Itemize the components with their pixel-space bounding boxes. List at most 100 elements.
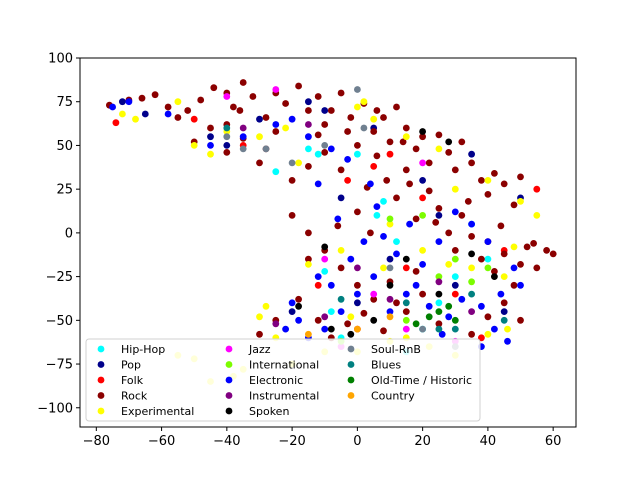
data-point (347, 114, 355, 121)
data-point (419, 128, 426, 135)
data-point (272, 128, 280, 135)
data-point (256, 159, 263, 167)
legend-marker (97, 345, 105, 353)
data-point (305, 330, 312, 338)
legend-label: International (249, 359, 319, 372)
data-point (321, 121, 329, 128)
data-point (119, 110, 126, 118)
data-point (314, 281, 322, 289)
legend-label: Folk (121, 374, 144, 387)
data-point (451, 316, 459, 324)
data-point (262, 114, 270, 121)
data-point (305, 163, 312, 170)
data-point (386, 220, 394, 228)
data-point (380, 264, 387, 272)
data-point (282, 325, 289, 333)
data-point (500, 316, 508, 324)
data-point (295, 295, 302, 303)
data-point (386, 264, 394, 272)
data-point (468, 159, 475, 167)
data-point (380, 327, 387, 335)
data-point (451, 208, 459, 216)
data-point (360, 309, 368, 317)
data-point (393, 250, 400, 258)
data-point (272, 320, 280, 328)
data-point (484, 191, 492, 198)
legend-marker (225, 376, 233, 384)
data-point (419, 261, 426, 268)
data-point (393, 103, 400, 111)
legend-marker (225, 345, 233, 353)
data-point (432, 219, 440, 226)
data-point (314, 180, 322, 188)
data-point (354, 208, 361, 216)
data-point (386, 215, 394, 223)
data-point (347, 255, 355, 263)
data-point (236, 107, 244, 114)
y-tick-label: 25 (56, 183, 73, 198)
data-point (380, 233, 387, 240)
data-point (435, 308, 443, 315)
data-point (386, 281, 394, 289)
data-point (344, 128, 351, 135)
data-point (425, 302, 433, 310)
data-point (327, 308, 335, 315)
legend-label: Pop (121, 359, 141, 372)
data-point (435, 320, 443, 328)
data-point (223, 149, 231, 156)
y-tick-label: −25 (46, 270, 73, 285)
data-point (402, 316, 410, 324)
data-point (478, 255, 485, 263)
data-point (491, 325, 498, 333)
data-point (491, 268, 498, 275)
series-spoken (295, 128, 498, 338)
data-point (344, 177, 351, 184)
data-point (484, 255, 492, 263)
data-point (373, 203, 381, 211)
data-point (256, 133, 263, 141)
data-point (412, 215, 420, 223)
data-point (207, 124, 214, 132)
data-point (458, 138, 466, 146)
data-point (445, 302, 453, 310)
data-point (305, 121, 312, 128)
data-point (207, 142, 214, 149)
data-point (288, 308, 296, 315)
data-point (380, 114, 387, 121)
data-point (314, 273, 322, 280)
data-point (321, 268, 329, 275)
data-point (435, 299, 443, 307)
data-point (327, 281, 335, 289)
data-point (337, 264, 345, 272)
x-tick-label: 20 (414, 434, 431, 449)
data-point (464, 198, 472, 205)
legend-marker (97, 392, 105, 399)
legend-marker (347, 392, 355, 399)
data-point (370, 115, 378, 123)
data-point (399, 138, 407, 146)
data-point (321, 255, 329, 263)
data-point (256, 115, 263, 123)
x-tick-label: 60 (545, 434, 562, 449)
data-point (468, 220, 475, 228)
data-point (484, 177, 492, 184)
data-point (393, 194, 400, 202)
data-point (468, 308, 475, 315)
data-point (305, 145, 312, 153)
data-point (491, 170, 498, 177)
series-electronic (109, 98, 524, 350)
data-point (295, 159, 302, 167)
data-point (190, 115, 198, 123)
data-point (386, 138, 394, 146)
data-point (360, 124, 368, 132)
data-point (533, 185, 541, 193)
data-point (468, 290, 475, 298)
data-point (504, 325, 511, 333)
data-point (386, 313, 394, 321)
data-point (425, 187, 433, 195)
data-point (468, 278, 475, 286)
x-tick-label: 0 (353, 434, 361, 449)
data-point (393, 299, 400, 307)
y-tick-label: 0 (65, 226, 73, 241)
legend-label: Old-Time / Historic (371, 374, 472, 387)
